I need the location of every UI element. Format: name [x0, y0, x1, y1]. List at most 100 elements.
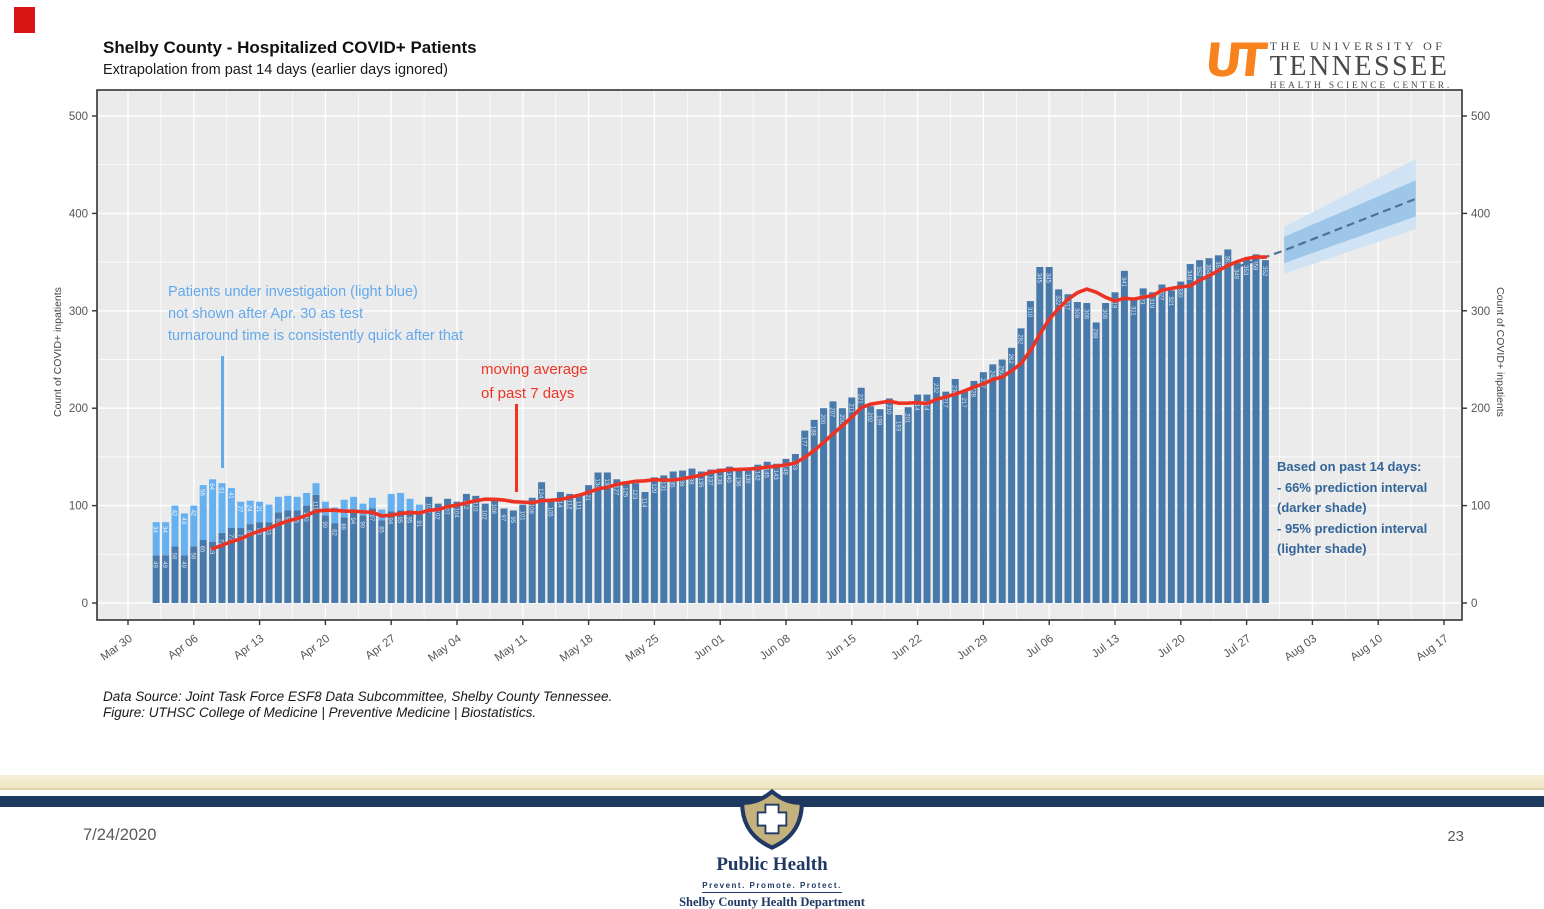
svg-text:108: 108 [490, 504, 496, 515]
svg-text:41: 41 [227, 492, 233, 499]
svg-text:91: 91 [415, 520, 421, 527]
svg-text:123: 123 [631, 489, 637, 500]
svg-text:319: 319 [1111, 298, 1117, 309]
svg-text:341: 341 [1120, 277, 1126, 288]
svg-text:Apr 13: Apr 13 [232, 633, 266, 663]
svg-text:308: 308 [1101, 309, 1107, 320]
annotation-ma-pointer-line [515, 404, 518, 492]
svg-text:Aug 10: Aug 10 [1348, 633, 1385, 664]
svg-text:58: 58 [171, 553, 177, 560]
page-subtitle: Extrapolation from past 14 days (earlier… [103, 62, 448, 78]
public-health-department: Shelby County Health Department [679, 894, 865, 909]
svg-text:148: 148 [782, 465, 788, 476]
svg-text:200: 200 [819, 414, 825, 425]
svg-text:May 11: May 11 [493, 633, 530, 664]
svg-text:Apr 20: Apr 20 [298, 633, 332, 663]
svg-text:102: 102 [434, 510, 440, 521]
svg-text:142: 142 [753, 471, 759, 482]
svg-text:214: 214 [913, 401, 919, 412]
svg-text:May 04: May 04 [426, 632, 464, 664]
svg-text:34: 34 [152, 526, 158, 533]
svg-text:85: 85 [377, 526, 383, 533]
svg-text:105: 105 [547, 507, 553, 518]
svg-text:88: 88 [340, 523, 346, 530]
svg-text:288: 288 [1092, 328, 1098, 339]
svg-text:114: 114 [556, 498, 562, 508]
svg-text:358: 358 [1252, 260, 1258, 271]
svg-text:353: 353 [1242, 265, 1248, 276]
svg-text:Jun 29: Jun 29 [955, 633, 990, 663]
svg-text:345: 345 [1035, 273, 1041, 284]
svg-text:42: 42 [171, 510, 177, 517]
svg-text:352: 352 [1261, 266, 1267, 277]
svg-text:228: 228 [970, 387, 976, 398]
svg-text:500: 500 [1471, 111, 1490, 123]
annotation-pui-note: Patients under investigation (light blue… [168, 281, 463, 347]
svg-text:217: 217 [941, 398, 947, 409]
svg-text:94: 94 [387, 517, 393, 524]
data-source-note: Data Source: Joint Task Force ESF8 Data … [103, 689, 612, 721]
svg-text:327: 327 [1158, 291, 1164, 302]
svg-text:101: 101 [518, 511, 524, 522]
svg-text:107: 107 [443, 505, 449, 516]
svg-text:64: 64 [208, 483, 214, 490]
svg-text:352: 352 [1195, 266, 1201, 277]
svg-text:310: 310 [1026, 307, 1032, 318]
svg-text:0: 0 [82, 598, 88, 610]
svg-text:Jun 08: Jun 08 [758, 633, 793, 663]
svg-text:143: 143 [772, 470, 778, 481]
svg-text:110: 110 [471, 502, 477, 512]
svg-text:27: 27 [236, 506, 242, 513]
svg-text:282: 282 [1017, 334, 1023, 345]
svg-text:95: 95 [406, 516, 412, 523]
page-title: Shelby County - Hospitalized COVID+ Pati… [103, 38, 477, 57]
svg-text:108: 108 [528, 504, 534, 515]
svg-text:Jul 13: Jul 13 [1090, 633, 1122, 661]
svg-text:136: 136 [735, 477, 741, 488]
svg-text:330: 330 [1176, 288, 1182, 299]
red-corner-marker [14, 7, 35, 33]
ut-logo-line1: THE UNIVERSITY OF [1269, 39, 1446, 53]
svg-text:109: 109 [424, 503, 430, 514]
svg-text:136: 136 [678, 477, 684, 488]
svg-text:221: 221 [857, 394, 863, 405]
public-health-tagline: Prevent. Promote. Protect. [702, 881, 842, 893]
svg-text:323: 323 [1139, 294, 1145, 305]
svg-text:129: 129 [650, 483, 656, 494]
svg-text:138: 138 [688, 475, 694, 486]
svg-text:140: 140 [725, 473, 731, 484]
y-axis-label-left: Count of COVID+ inpatients [52, 287, 64, 417]
svg-text:188: 188 [810, 426, 816, 437]
svg-text:Jul 27: Jul 27 [1221, 633, 1253, 661]
svg-text:317: 317 [1064, 300, 1070, 311]
public-health-logo: Public Health Prevent. Promote. Protect.… [652, 788, 892, 909]
ut-logo-line3: HEALTH SCIENCE CENTER. [1269, 81, 1453, 91]
svg-text:93: 93 [274, 518, 280, 525]
svg-text:232: 232 [932, 383, 938, 394]
slide-page-number: 23 [1447, 828, 1464, 845]
svg-text:72: 72 [218, 539, 224, 546]
svg-text:49: 49 [180, 561, 186, 568]
annotation-pred-line1: Based on past 14 days: [1277, 459, 1422, 474]
svg-text:322: 322 [1054, 295, 1060, 306]
svg-text:131: 131 [659, 481, 665, 492]
ut-logo-line2: TENNESSEE [1269, 51, 1450, 82]
svg-text:200: 200 [1471, 403, 1490, 415]
svg-text:177: 177 [800, 437, 806, 448]
svg-text:111: 111 [575, 501, 581, 511]
svg-text:21: 21 [255, 506, 261, 513]
annotation-pred-line5: (lighter shade) [1277, 541, 1367, 556]
svg-text:Jun 01: Jun 01 [692, 633, 727, 663]
svg-text:319: 319 [1148, 298, 1154, 309]
svg-text:51: 51 [218, 487, 224, 494]
annotation-pred-line4: - 95% prediction interval [1277, 520, 1428, 536]
svg-text:100: 100 [1471, 501, 1490, 513]
svg-text:134: 134 [594, 478, 600, 489]
annotation-pui-pointer-line [221, 356, 224, 468]
annotation-pui-line1: Patients under investigation (light blue… [168, 284, 418, 300]
svg-text:111: 111 [312, 501, 318, 511]
svg-text:49: 49 [161, 561, 167, 568]
svg-text:94: 94 [349, 517, 355, 524]
svg-text:135: 135 [669, 478, 675, 489]
svg-text:34: 34 [161, 526, 167, 533]
